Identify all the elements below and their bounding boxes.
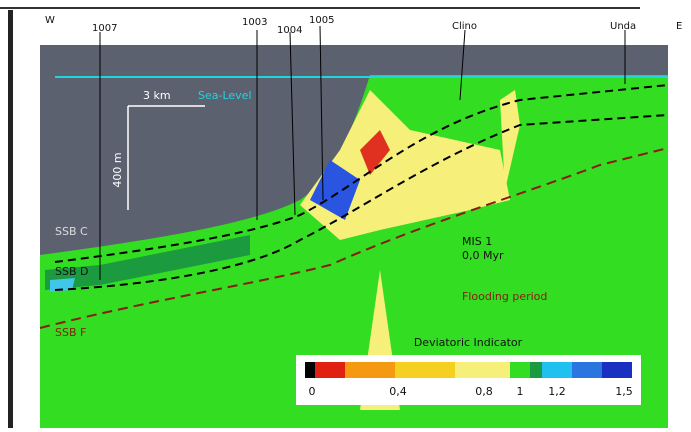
well-label: 1007 [92,23,117,34]
colorbar-tick: 0 [309,385,316,398]
sea-level-label: Sea-Level [198,89,252,102]
well-label: Clino [452,21,477,32]
colorbar-tick: 0,8 [475,385,493,398]
time-label: MIS 1 [462,235,492,248]
left-bar [8,10,13,428]
colorbar-tick: 1,5 [615,385,633,398]
east-label: E [676,21,682,32]
horizon-label: SSB D [55,265,88,278]
well-label: Unda [610,21,636,32]
horizon-ssb-d [54,114,669,291]
well-label: 1003 [242,17,267,28]
flooding-label: Flooding period [462,290,547,303]
colorbar-title: Deviatoric Indicator [414,336,523,349]
scale-vertical: 400 m [111,152,124,187]
colorbar-tick: 1,2 [548,385,566,398]
scale-bar [127,105,205,210]
well-label: 1004 [277,25,302,36]
colorbar-tick: 1 [517,385,524,398]
patch-darkgreen [45,235,250,290]
horizon-ssb-c [54,84,669,263]
scale-horizontal: 3 km [143,89,171,102]
time-label: 0,0 Myr [462,249,504,262]
colorbar [305,362,632,378]
horizon-label: SSB C [55,225,88,238]
wells [99,25,626,280]
horizon-label: SSB F [55,326,86,339]
colorbar-tick: 0,4 [389,385,407,398]
patch-yellow [300,90,510,240]
patch-yellow-2 [500,90,520,190]
west-label: W [45,15,55,26]
patch-red [360,130,390,175]
horizon-ssb-f [39,147,669,329]
well-label: 1005 [309,15,334,26]
